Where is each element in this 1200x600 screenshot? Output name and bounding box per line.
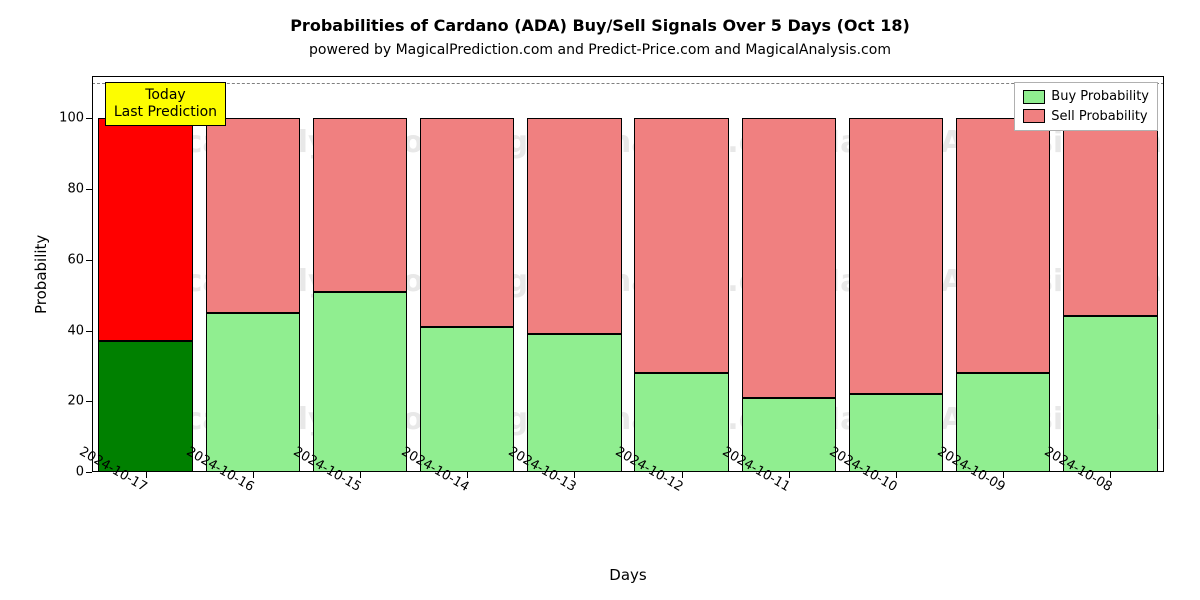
today-line-2: Last Prediction xyxy=(114,104,217,121)
xtick-mark xyxy=(789,472,790,478)
xtick-mark xyxy=(1110,472,1111,478)
x-axis-label: Days xyxy=(92,566,1164,584)
legend-label: Sell Probability xyxy=(1051,107,1147,127)
legend-label: Buy Probability xyxy=(1051,87,1149,107)
legend-item: Sell Probability xyxy=(1023,107,1149,127)
xtick-mark xyxy=(896,472,897,478)
xtick-mark xyxy=(574,472,575,478)
ytick-mark xyxy=(86,189,92,190)
chart-container: Probabilities of Cardano (ADA) Buy/Sell … xyxy=(0,0,1200,600)
legend: Buy ProbabilitySell Probability xyxy=(1014,82,1158,131)
chart-title: Probabilities of Cardano (ADA) Buy/Sell … xyxy=(0,16,1200,35)
legend-item: Buy Probability xyxy=(1023,87,1149,107)
xtick-mark xyxy=(467,472,468,478)
ytick-mark xyxy=(86,401,92,402)
xtick-mark xyxy=(360,472,361,478)
xtick-mark xyxy=(253,472,254,478)
chart-subtitle: powered by MagicalPrediction.com and Pre… xyxy=(0,42,1200,58)
axis-border xyxy=(92,76,1164,472)
xtick-mark xyxy=(1003,472,1004,478)
ytick-mark xyxy=(86,118,92,119)
ytick-mark xyxy=(86,331,92,332)
today-annotation: Today Last Prediction xyxy=(105,82,226,126)
xtick-mark xyxy=(146,472,147,478)
legend-swatch xyxy=(1023,109,1045,123)
today-line-1: Today xyxy=(114,87,217,104)
ytick-mark xyxy=(86,472,92,473)
xtick-mark xyxy=(682,472,683,478)
ytick-mark xyxy=(86,260,92,261)
plot-area: MagicalAnalysis.comMagicalAnalysis.comMa… xyxy=(92,76,1164,472)
legend-swatch xyxy=(1023,90,1045,104)
y-axis-label: Probability xyxy=(32,235,50,314)
